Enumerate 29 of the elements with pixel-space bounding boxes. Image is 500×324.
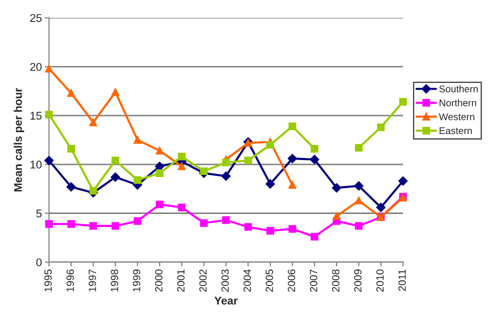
x-tick-label: 2004: [244, 269, 251, 292]
x-tick-label: 2003: [221, 270, 229, 292]
y-axis-title: Mean calls per hour: [14, 88, 24, 192]
x-tick-label: 1998: [110, 270, 118, 292]
x-tick-label: 2001: [177, 270, 185, 292]
x-tick-label: 2010: [376, 269, 384, 292]
y-tick-label: 0: [36, 258, 42, 266]
y-tick-label: 10: [30, 160, 42, 169]
legend-label: Western: [438, 113, 474, 120]
x-tick-label: 2009: [354, 270, 362, 292]
x-tick-label: 1996: [66, 270, 74, 292]
x-tick-label: 1999: [132, 270, 140, 292]
legend-label: Eastern: [440, 127, 472, 134]
x-tick-label: 1995: [44, 269, 52, 292]
x-axis-title: Year: [214, 296, 238, 305]
x-tick-label: 2002: [199, 270, 207, 292]
x-tick-label: 2008: [332, 270, 340, 292]
x-tick-label: 2007: [310, 270, 318, 292]
x-tick-label: 1997: [88, 270, 96, 292]
y-tick-label: 25: [30, 14, 42, 22]
x-tick-label: 2000: [155, 269, 162, 292]
x-tick-label: 2005: [266, 269, 274, 292]
y-tick-label: 20: [30, 62, 42, 71]
legend-label: Southern: [439, 85, 478, 92]
y-tick-label: 5: [36, 210, 42, 218]
legend-label: Northern: [440, 99, 476, 106]
x-tick-label: 2011: [398, 270, 406, 291]
y-tick-label: 15: [30, 112, 42, 120]
x-tick-label: 2006: [288, 270, 296, 292]
